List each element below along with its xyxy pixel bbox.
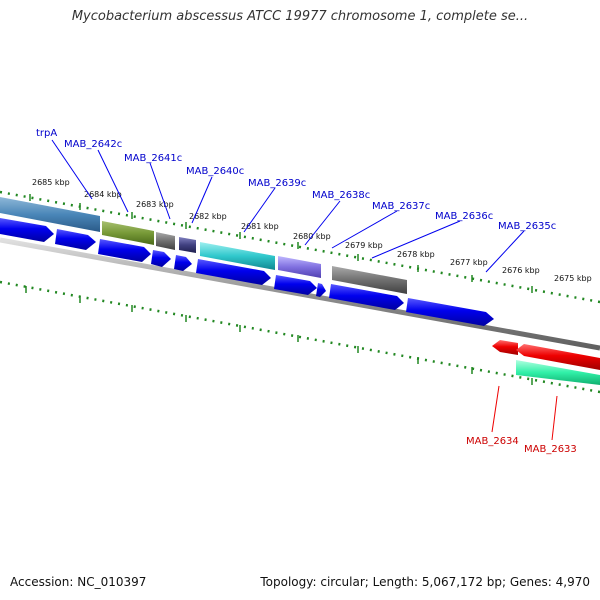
ruler-dots-upper bbox=[0, 190, 600, 304]
gene-label-mab-2634[interactable]: MAB_2634 bbox=[466, 436, 519, 447]
accession-text: Accession: NC_010397 bbox=[10, 575, 147, 589]
ruler-ticks-lower bbox=[25, 286, 533, 385]
map-title: Mycobacterium abscessus ATCC 19977 chrom… bbox=[71, 9, 529, 24]
gene-arrow[interactable] bbox=[0, 218, 54, 242]
ruler-dots-lower bbox=[0, 280, 600, 394]
kbp-label: 2683 kbp bbox=[136, 200, 174, 209]
topology-summary-text: Topology: circular; Length: 5,067,172 bp… bbox=[260, 575, 590, 589]
ruler-ticks-upper bbox=[29, 194, 533, 293]
feature-bar-cyan[interactable] bbox=[200, 242, 275, 270]
feature-bar-steel[interactable] bbox=[0, 197, 100, 232]
chromosome-backbone bbox=[0, 237, 600, 351]
gene-label-mab-2635c[interactable]: MAB_2635c bbox=[498, 221, 556, 232]
feature-bar-dark[interactable] bbox=[179, 237, 196, 253]
gene-arrow[interactable] bbox=[151, 250, 171, 267]
gene-label-mab-2638c[interactable]: MAB_2638c bbox=[312, 190, 370, 201]
feature-bar-olive[interactable] bbox=[102, 221, 154, 245]
kbp-label: 2679 kbp bbox=[345, 241, 383, 250]
kbp-label: 2685 kbp bbox=[32, 178, 70, 187]
gene-arrow[interactable] bbox=[492, 340, 518, 355]
kbp-label: 2677 kbp bbox=[450, 258, 488, 267]
plus-label-leaders bbox=[491, 385, 558, 441]
feature-track bbox=[0, 197, 600, 385]
gene-arrow[interactable] bbox=[316, 283, 326, 297]
minus-strand-track bbox=[0, 218, 494, 326]
gene-arrow[interactable] bbox=[329, 284, 404, 310]
kbp-label: 2678 kbp bbox=[397, 250, 435, 259]
kbp-label: 2684 kbp bbox=[84, 190, 122, 199]
feature-bar-gray[interactable] bbox=[332, 266, 407, 294]
plus-strand-track bbox=[492, 340, 600, 370]
kbp-label: 2682 kbp bbox=[189, 212, 227, 221]
kbp-label: 2676 kbp bbox=[502, 266, 540, 275]
gene-arrow[interactable] bbox=[516, 344, 600, 370]
gene-arrow[interactable] bbox=[274, 275, 317, 295]
kbp-label: 2681 kbp bbox=[241, 222, 279, 231]
feature-bar-mint[interactable] bbox=[516, 360, 600, 385]
kbp-label: 2675 kbp bbox=[554, 274, 592, 283]
gene-arrow[interactable] bbox=[98, 239, 151, 262]
gene-label-mab-2637c[interactable]: MAB_2637c bbox=[372, 201, 430, 212]
feature-bar-gray[interactable] bbox=[156, 232, 175, 250]
gene-arrow[interactable] bbox=[196, 259, 271, 285]
gene-label-mab-2642c[interactable]: MAB_2642c bbox=[64, 139, 122, 150]
gene-label-trpa[interactable]: trpA bbox=[36, 128, 57, 139]
gene-label-mab-2636c[interactable]: MAB_2636c bbox=[435, 211, 493, 222]
gene-arrow[interactable] bbox=[174, 255, 192, 271]
gene-label-mab-2641c[interactable]: MAB_2641c bbox=[124, 153, 182, 164]
gene-arrow[interactable] bbox=[406, 298, 494, 326]
minus-label-leaders bbox=[51, 139, 525, 273]
feature-bar-violet[interactable] bbox=[278, 256, 321, 278]
gene-label-mab-2639c[interactable]: MAB_2639c bbox=[248, 178, 306, 189]
gene-arrow[interactable] bbox=[55, 229, 96, 250]
gene-label-mab-2633[interactable]: MAB_2633 bbox=[524, 444, 577, 455]
gene-label-mab-2640c[interactable]: MAB_2640c bbox=[186, 166, 244, 177]
